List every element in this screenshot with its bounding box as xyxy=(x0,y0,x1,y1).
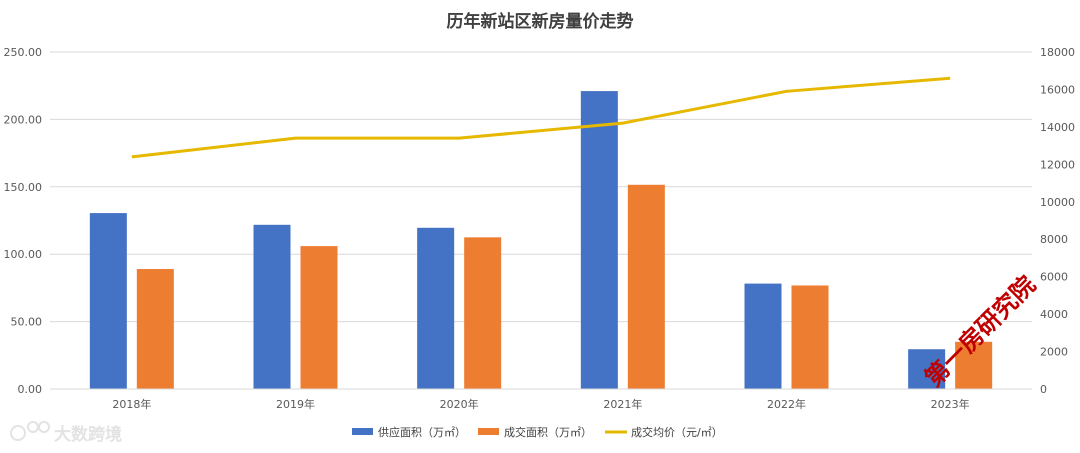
left-tick-label: 0.00 xyxy=(18,383,43,396)
x-axis-labels: 2018年 2019年 2020年 2021年 2022年 2023年 xyxy=(50,388,1032,411)
left-tick-label: 250.00 xyxy=(4,46,43,59)
right-tick-label: 16000 xyxy=(1040,83,1075,96)
brand-watermark: 大数跨境 xyxy=(10,421,122,445)
transaction-bar xyxy=(464,237,502,389)
transaction-bar xyxy=(300,246,338,389)
x-tick-label: 2018年 xyxy=(112,397,151,411)
right-axis-ticks: 0 2000 4000 6000 8000 10000 12000 14000 16000 180… xyxy=(1040,46,1075,396)
chart-title: 历年新站区新房量价走势 xyxy=(447,11,634,32)
supply-bar xyxy=(908,349,946,389)
x-tick-label: 2022年 xyxy=(767,397,806,411)
transaction-bar xyxy=(627,184,665,389)
supply-bar xyxy=(89,213,127,389)
left-tick-label: 150.00 xyxy=(4,181,43,194)
right-tick-label: 10000 xyxy=(1040,196,1075,209)
right-tick-label: 12000 xyxy=(1040,158,1075,171)
legend-swatch xyxy=(352,428,373,435)
left-tick-label: 50.00 xyxy=(11,316,43,329)
brand-text: 大数跨境 xyxy=(54,424,122,445)
left-axis-ticks: 0.00 50.00 100.00 150.00 200.00 250.00 xyxy=(4,46,43,396)
legend-label: 供应面积（万㎡） xyxy=(378,425,466,439)
bars xyxy=(89,91,993,389)
x-tick-label: 2019年 xyxy=(276,397,315,411)
right-tick-label: 0 xyxy=(1040,383,1047,396)
x-tick-label: 2023年 xyxy=(931,397,970,411)
right-tick-label: 18000 xyxy=(1040,46,1075,59)
left-tick-label: 100.00 xyxy=(4,248,43,261)
x-tick-label: 2020年 xyxy=(440,397,479,411)
x-tick-label: 2021年 xyxy=(603,397,642,411)
legend: 供应面积（万㎡） 成交面积（万㎡） 成交均价（元/㎡） xyxy=(352,425,723,439)
legend-label: 成交均价（元/㎡） xyxy=(631,425,723,439)
transaction-bar xyxy=(955,341,993,389)
supply-bar xyxy=(744,283,782,389)
left-tick-label: 200.00 xyxy=(4,113,43,126)
supply-bar xyxy=(417,227,455,389)
right-tick-label: 4000 xyxy=(1040,308,1068,321)
supply-bar xyxy=(253,224,291,389)
transaction-bar xyxy=(791,285,829,389)
price-line xyxy=(131,76,951,159)
right-tick-label: 14000 xyxy=(1040,121,1075,134)
brand-logo-icon xyxy=(10,421,50,441)
gridlines xyxy=(50,51,1032,390)
right-tick-label: 6000 xyxy=(1040,271,1068,284)
right-tick-label: 8000 xyxy=(1040,233,1068,246)
legend-label: 成交面积（万㎡） xyxy=(504,425,592,439)
legend-swatch xyxy=(478,428,499,435)
supply-bar xyxy=(580,91,618,389)
right-tick-label: 2000 xyxy=(1040,346,1068,359)
transaction-bar xyxy=(136,269,174,389)
average-price-line xyxy=(131,76,951,159)
